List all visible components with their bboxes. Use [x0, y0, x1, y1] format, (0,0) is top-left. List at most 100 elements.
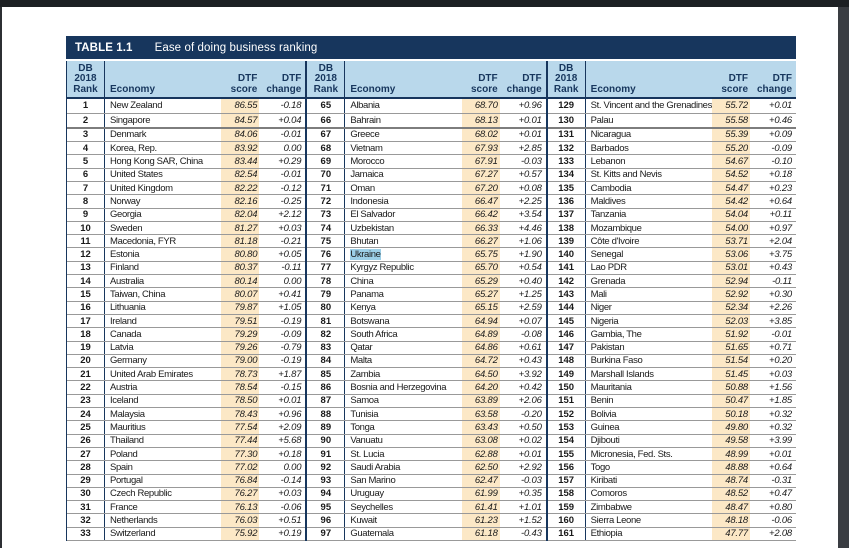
- change-cell: +0.01: [518, 448, 542, 460]
- rank-cell: 7: [67, 181, 105, 195]
- rank-cell: 141: [548, 261, 586, 275]
- score-cell: 62.88: [461, 447, 500, 461]
- rank-cell: 75: [307, 235, 346, 248]
- table-row: 83 Qatar 64.86 +0.61: [307, 341, 546, 355]
- economy-cell: Uruguay: [350, 488, 384, 500]
- change-cell: +1.90: [518, 249, 542, 261]
- score-cell: 82.04: [221, 208, 260, 221]
- score-cell: 64.94: [461, 314, 500, 328]
- table-rows: 129 St. Vincent and the Grenadines 55.72 +0…: [547, 99, 797, 541]
- table-row: 67 Greece 68.02 +0.01: [307, 128, 546, 143]
- table-row: 12 Estonia 80.80 +0.05: [67, 248, 306, 262]
- rank-cell: 154: [548, 434, 586, 447]
- rank-column-header: DB 2018 Rank: [307, 61, 346, 97]
- economy-cell: Iceland: [110, 395, 139, 407]
- change-cell: 0.00: [283, 461, 302, 473]
- rank-cell: 157: [548, 474, 586, 487]
- change-cell: +0.29: [278, 156, 302, 168]
- score-cell: 48.18: [712, 514, 751, 527]
- table-row: 28 Spain 77.02 0.00: [67, 461, 306, 475]
- economy-cell: Saudi Arabia: [350, 461, 401, 473]
- change-cell: +4.46: [518, 222, 542, 234]
- rank-cell: 5: [67, 155, 105, 168]
- change-cell: +0.05: [278, 249, 302, 261]
- change-cell: -0.09: [771, 142, 793, 154]
- table-row: 146 Gambia, The 51.92 -0.01: [547, 328, 797, 342]
- rank-cell: 90: [307, 434, 346, 447]
- rank-cell: 133: [548, 155, 586, 168]
- score-cell: 65.75: [461, 248, 500, 261]
- score-cell: 75.92: [221, 527, 260, 540]
- economy-cell: Tanzania: [590, 209, 627, 221]
- change-cell: -0.12: [280, 182, 302, 194]
- rank-cell: 86: [307, 381, 346, 394]
- economy-cell: Zimbabwe: [590, 501, 632, 513]
- economy-cell: Malta: [350, 355, 372, 367]
- change-cell: +0.40: [518, 275, 542, 287]
- change-cell: +0.20: [768, 355, 793, 367]
- rank-cell: 129: [548, 99, 586, 113]
- table-row: 25 Mauritius 77.54 +2.09: [67, 421, 306, 435]
- rank-cell: 130: [548, 113, 586, 127]
- table-row: 143 Mali 52.92 +0.30: [547, 288, 797, 302]
- score-cell: 66.27: [461, 235, 500, 248]
- table-row: 11 Macedonia, FYR 81.18 -0.21: [67, 235, 306, 249]
- table-row: 160 Sierra Leone 48.18 -0.06: [547, 514, 797, 528]
- economy-cell: Canada: [110, 328, 142, 340]
- rank-cell: 26: [67, 434, 105, 447]
- rank-cell: 81: [307, 314, 346, 328]
- change-cell: +0.43: [768, 262, 793, 274]
- rank-cell: 155: [548, 447, 586, 461]
- table-row: 161 Ethiopia 47.77 +2.08: [547, 527, 797, 541]
- score-cell: 63.58: [461, 408, 500, 421]
- economy-cell: St. Kitts and Nevis: [590, 169, 662, 181]
- score-cell: 80.80: [221, 248, 260, 261]
- economy-cell: Zambia: [350, 368, 380, 380]
- rank-cell: 136: [548, 195, 586, 208]
- economy-cell: Georgia: [110, 209, 142, 221]
- rank-cell: 15: [67, 288, 105, 301]
- economy-column-header: Economy: [590, 83, 636, 95]
- rank-cell: 161: [548, 527, 586, 540]
- rank-cell: 33: [67, 527, 105, 540]
- table-row: 151 Benin 50.47 +1.85: [547, 394, 797, 409]
- change-cell: +0.32: [768, 421, 793, 433]
- table-row: 158 Comoros 48.52 +0.47: [547, 487, 797, 502]
- change-cell: +0.03: [278, 222, 302, 234]
- table-row: 90 Vanuatu 63.08 +0.02: [307, 434, 546, 448]
- table-row: 139 Côte d'Ivoire 53.71 +2.04: [547, 235, 797, 249]
- table-row: 135 Cambodia 54.47 +0.23: [547, 181, 797, 196]
- score-cell: 54.67: [712, 155, 751, 168]
- economy-cell: Cambodia: [590, 182, 632, 194]
- score-cell: 68.70: [461, 99, 500, 113]
- economy-cell: Germany: [110, 355, 147, 367]
- rank-cell: 13: [67, 261, 105, 275]
- score-cell: 79.51: [221, 314, 260, 328]
- table-row: 26 Thailand 77.44 +5.68: [67, 434, 306, 448]
- change-cell: +0.47: [768, 488, 793, 500]
- rank-cell: 23: [67, 394, 105, 408]
- search-highlight: Ukraine: [350, 249, 381, 261]
- table-row: 17 Ireland 79.51 -0.19: [67, 314, 306, 329]
- table-row: 9 Georgia 82.04 +2.12: [67, 208, 306, 222]
- economy-cell: Latvia: [110, 342, 134, 354]
- table-row: 147 Pakistan 51.65 +0.71: [547, 341, 797, 355]
- economy-cell: Greece: [350, 129, 380, 141]
- economy-cell: Hong Kong SAR, China: [110, 156, 203, 168]
- change-cell: +0.96: [278, 408, 302, 420]
- economy-cell: Bosnia and Herzegovina: [350, 382, 447, 394]
- economy-cell: Niger: [590, 302, 612, 314]
- score-cell: 67.27: [461, 168, 500, 181]
- change-cell: +0.01: [518, 114, 542, 126]
- rank-cell: 27: [67, 447, 105, 461]
- score-cell: 47.77: [712, 527, 751, 540]
- table-row: 157 Kiribati 48.74 -0.31: [547, 474, 797, 488]
- table-row: 18 Canada 79.29 -0.09: [67, 328, 306, 342]
- change-cell: -0.01: [280, 129, 302, 141]
- change-cell: +0.11: [769, 209, 793, 221]
- change-cell: +2.12: [278, 209, 302, 221]
- change-cell: +0.54: [518, 262, 542, 274]
- economy-cell: Palau: [590, 114, 614, 126]
- table-rows: 65 Albania 68.70 +0.96 66 Bahrain 68.13 +0.01 67…: [307, 99, 546, 541]
- change-cell: +0.80: [768, 501, 793, 513]
